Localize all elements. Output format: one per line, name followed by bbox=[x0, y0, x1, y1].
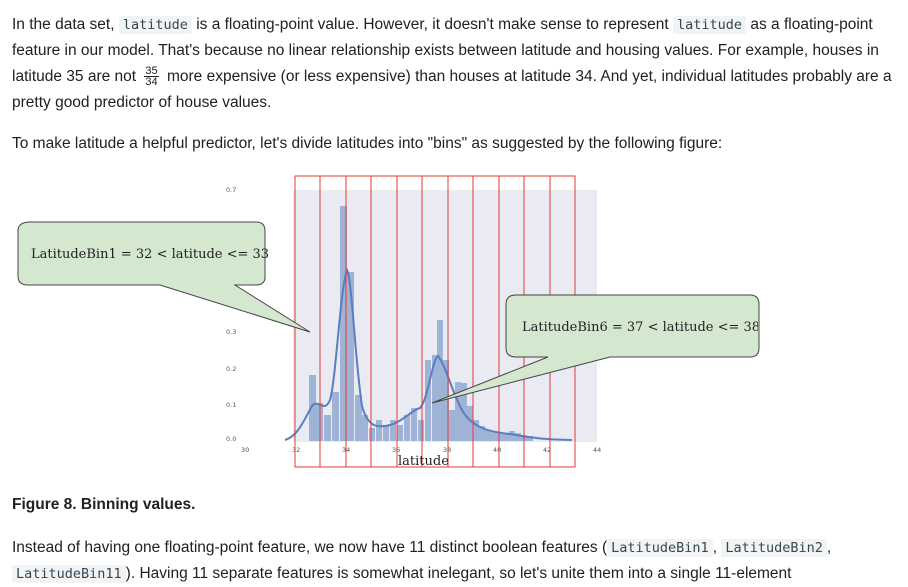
histogram-bar bbox=[467, 406, 473, 441]
histogram-bar bbox=[425, 360, 431, 441]
histogram-bar bbox=[332, 392, 339, 441]
histogram-bar bbox=[509, 431, 515, 441]
bins-intro-paragraph: To make latitude a helpful predictor, le… bbox=[12, 135, 723, 152]
ytick-label: 0.0 bbox=[226, 435, 236, 443]
histogram-bar bbox=[485, 430, 491, 441]
histogram-bar bbox=[376, 420, 382, 441]
text-span: more expensive (or less expensive) than … bbox=[12, 68, 892, 111]
histogram-bar bbox=[390, 420, 396, 441]
binning-chart: 0.7 0.3 0.2 0.1 0.0 bbox=[17, 175, 760, 469]
histogram-bar bbox=[473, 420, 479, 441]
histogram-bar bbox=[404, 415, 410, 441]
callout-bin1: LatitudeBin1 = 32 < latitude <= 33 bbox=[17, 221, 311, 333]
ytick-label: 0.2 bbox=[226, 365, 236, 373]
histogram-bar bbox=[383, 425, 389, 441]
callout-bin6: LatitudeBin6 = 37 < latitude <= 38 bbox=[431, 294, 760, 404]
histogram-bar bbox=[479, 426, 485, 441]
histogram-bar bbox=[355, 395, 362, 441]
callout-bin6-text: LatitudeBin6 = 37 < latitude <= 38 bbox=[522, 320, 760, 335]
histogram-bar bbox=[515, 433, 521, 441]
xtick-label: 38 bbox=[443, 446, 451, 454]
ytick-label: 0.3 bbox=[226, 328, 236, 336]
ytick-label: 0.1 bbox=[226, 401, 236, 409]
histogram-bar bbox=[455, 382, 461, 441]
text-span: is a floating-point value. However, it d… bbox=[191, 16, 674, 33]
figure-caption: Figure 8. Binning values. bbox=[12, 496, 196, 513]
xtick-label: 32 bbox=[292, 446, 300, 454]
histogram-bar bbox=[324, 415, 331, 441]
histogram-bar bbox=[397, 425, 403, 441]
callout-bubble bbox=[17, 221, 311, 333]
code-latitudebin2: LatitudeBin2 bbox=[721, 539, 827, 557]
histogram-bar bbox=[443, 360, 449, 441]
xtick-label: 30 bbox=[241, 446, 249, 454]
xtick-label: 44 bbox=[593, 446, 601, 454]
xtick-label: 36 bbox=[392, 446, 400, 454]
histogram-bar bbox=[497, 432, 503, 441]
xtick-label: 40 bbox=[493, 446, 501, 454]
code-latitudebin1: LatitudeBin1 bbox=[607, 539, 713, 557]
fraction-numerator: 35 bbox=[144, 65, 159, 78]
histogram-bar bbox=[362, 415, 368, 441]
kde-curve bbox=[284, 267, 573, 441]
text-span: Instead of having one floating-point fea… bbox=[12, 539, 608, 556]
intro-paragraph: In the data set, latitude is a floating-… bbox=[12, 12, 892, 116]
x-axis-label: latitude bbox=[398, 454, 449, 469]
ytick-label: 0.7 bbox=[226, 186, 236, 194]
histogram-bar bbox=[418, 420, 424, 441]
code-latitude: latitude bbox=[673, 16, 747, 34]
histogram-bar bbox=[411, 408, 417, 441]
text-span: ). Having 11 separate features is somewh… bbox=[125, 565, 792, 582]
code-latitude: latitude bbox=[118, 16, 192, 34]
callout-bubble bbox=[431, 294, 760, 404]
histogram-bar bbox=[309, 375, 316, 441]
xtick-label: 42 bbox=[543, 446, 551, 454]
histogram-bar bbox=[432, 355, 438, 441]
text-span: , bbox=[826, 539, 832, 556]
histogram-bar bbox=[491, 432, 497, 441]
fraction: 35 34 bbox=[144, 65, 159, 89]
boolean-features-paragraph: Instead of having one floating-point fea… bbox=[12, 535, 892, 587]
histogram-bar bbox=[503, 433, 509, 441]
histogram-bar bbox=[369, 428, 375, 441]
histogram-bar bbox=[437, 320, 443, 441]
text-span: , bbox=[712, 539, 722, 556]
fraction-denominator: 34 bbox=[145, 76, 158, 89]
histogram-bar bbox=[347, 272, 354, 441]
code-latitudebin11: LatitudeBin11 bbox=[12, 565, 126, 583]
histogram-bar bbox=[527, 436, 533, 441]
binning-figure: 0.7 0.3 0.2 0.1 0.0 bbox=[0, 170, 908, 480]
text-span: In the data set, bbox=[12, 16, 119, 33]
histogram-bar bbox=[449, 410, 455, 441]
xtick-label: 34 bbox=[342, 446, 350, 454]
histogram-bar bbox=[340, 206, 347, 441]
callout-bin1-text: LatitudeBin1 = 32 < latitude <= 33 bbox=[31, 247, 269, 262]
text-span: as a floating-point feature in our model… bbox=[12, 16, 879, 85]
